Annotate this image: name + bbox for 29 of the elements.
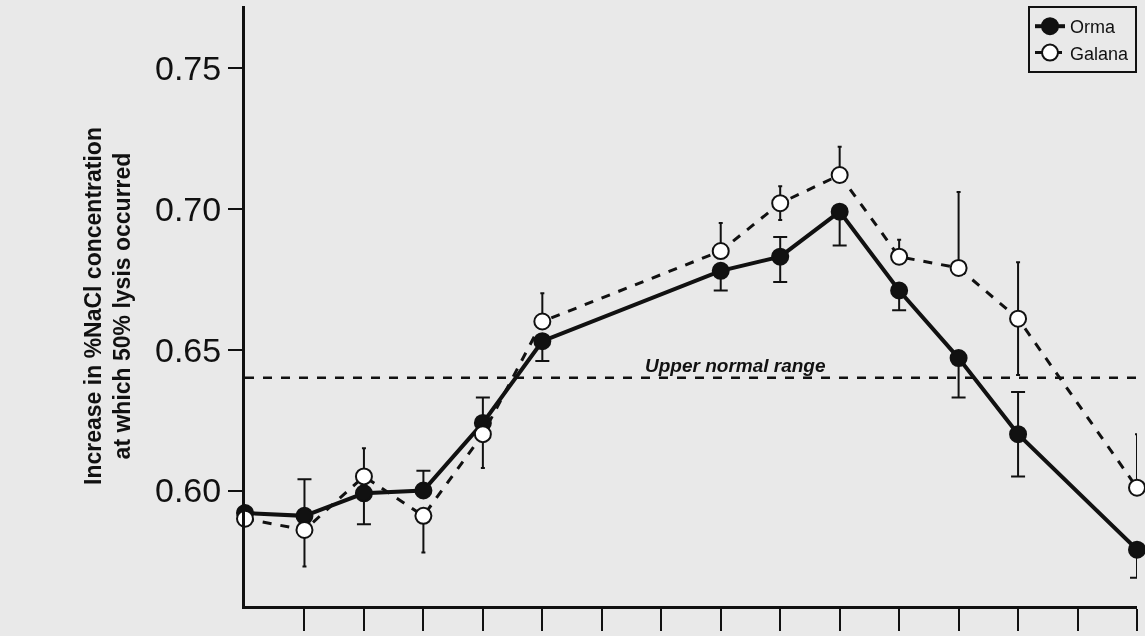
point <box>771 247 790 266</box>
point <box>414 481 433 500</box>
ref-line-label: Upper normal range <box>645 355 826 376</box>
y-tick-label: 0.60 <box>155 471 222 510</box>
point <box>771 194 790 213</box>
point <box>711 261 730 280</box>
point <box>354 467 373 486</box>
legend-label: Orma <box>1070 17 1116 38</box>
point <box>1009 309 1028 328</box>
y-tick-label: 0.65 <box>155 330 222 369</box>
legend-label: Galana <box>1070 43 1130 64</box>
point <box>1128 478 1145 497</box>
point <box>949 258 968 277</box>
point <box>1128 540 1145 559</box>
point <box>414 506 433 525</box>
y-tick-label: 0.70 <box>155 189 222 228</box>
point <box>890 247 909 266</box>
point <box>473 425 492 444</box>
point <box>533 312 552 331</box>
point <box>830 202 849 221</box>
point <box>533 332 552 351</box>
y-tick-label: 0.75 <box>155 48 222 87</box>
point <box>354 484 373 503</box>
point <box>890 281 909 300</box>
point <box>830 166 849 184</box>
point <box>711 242 730 261</box>
point <box>949 349 968 368</box>
y-axis-title: Increase in %NaCl concentration at which 50% lysis occurred <box>79 127 136 485</box>
point <box>1009 425 1028 444</box>
